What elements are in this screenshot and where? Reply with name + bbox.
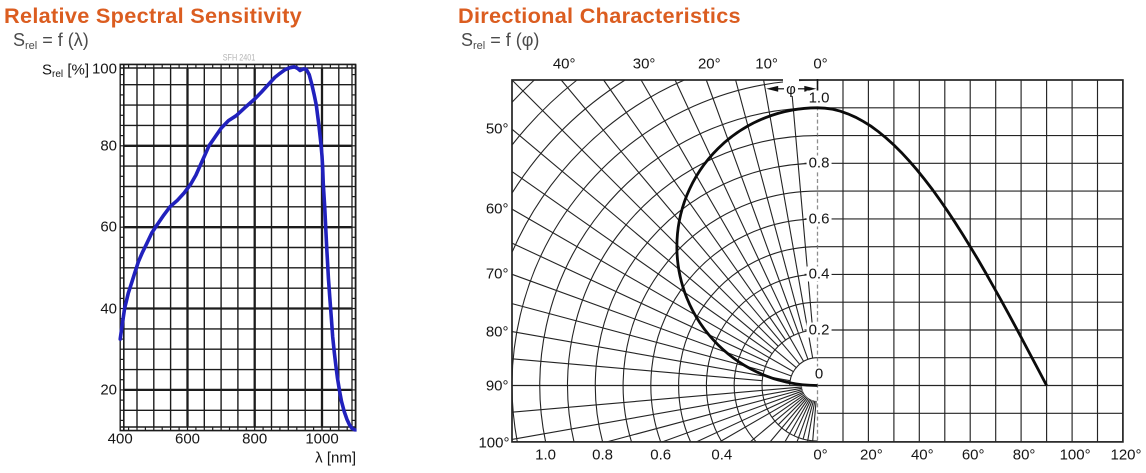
svg-text:φ: φ xyxy=(786,81,796,98)
